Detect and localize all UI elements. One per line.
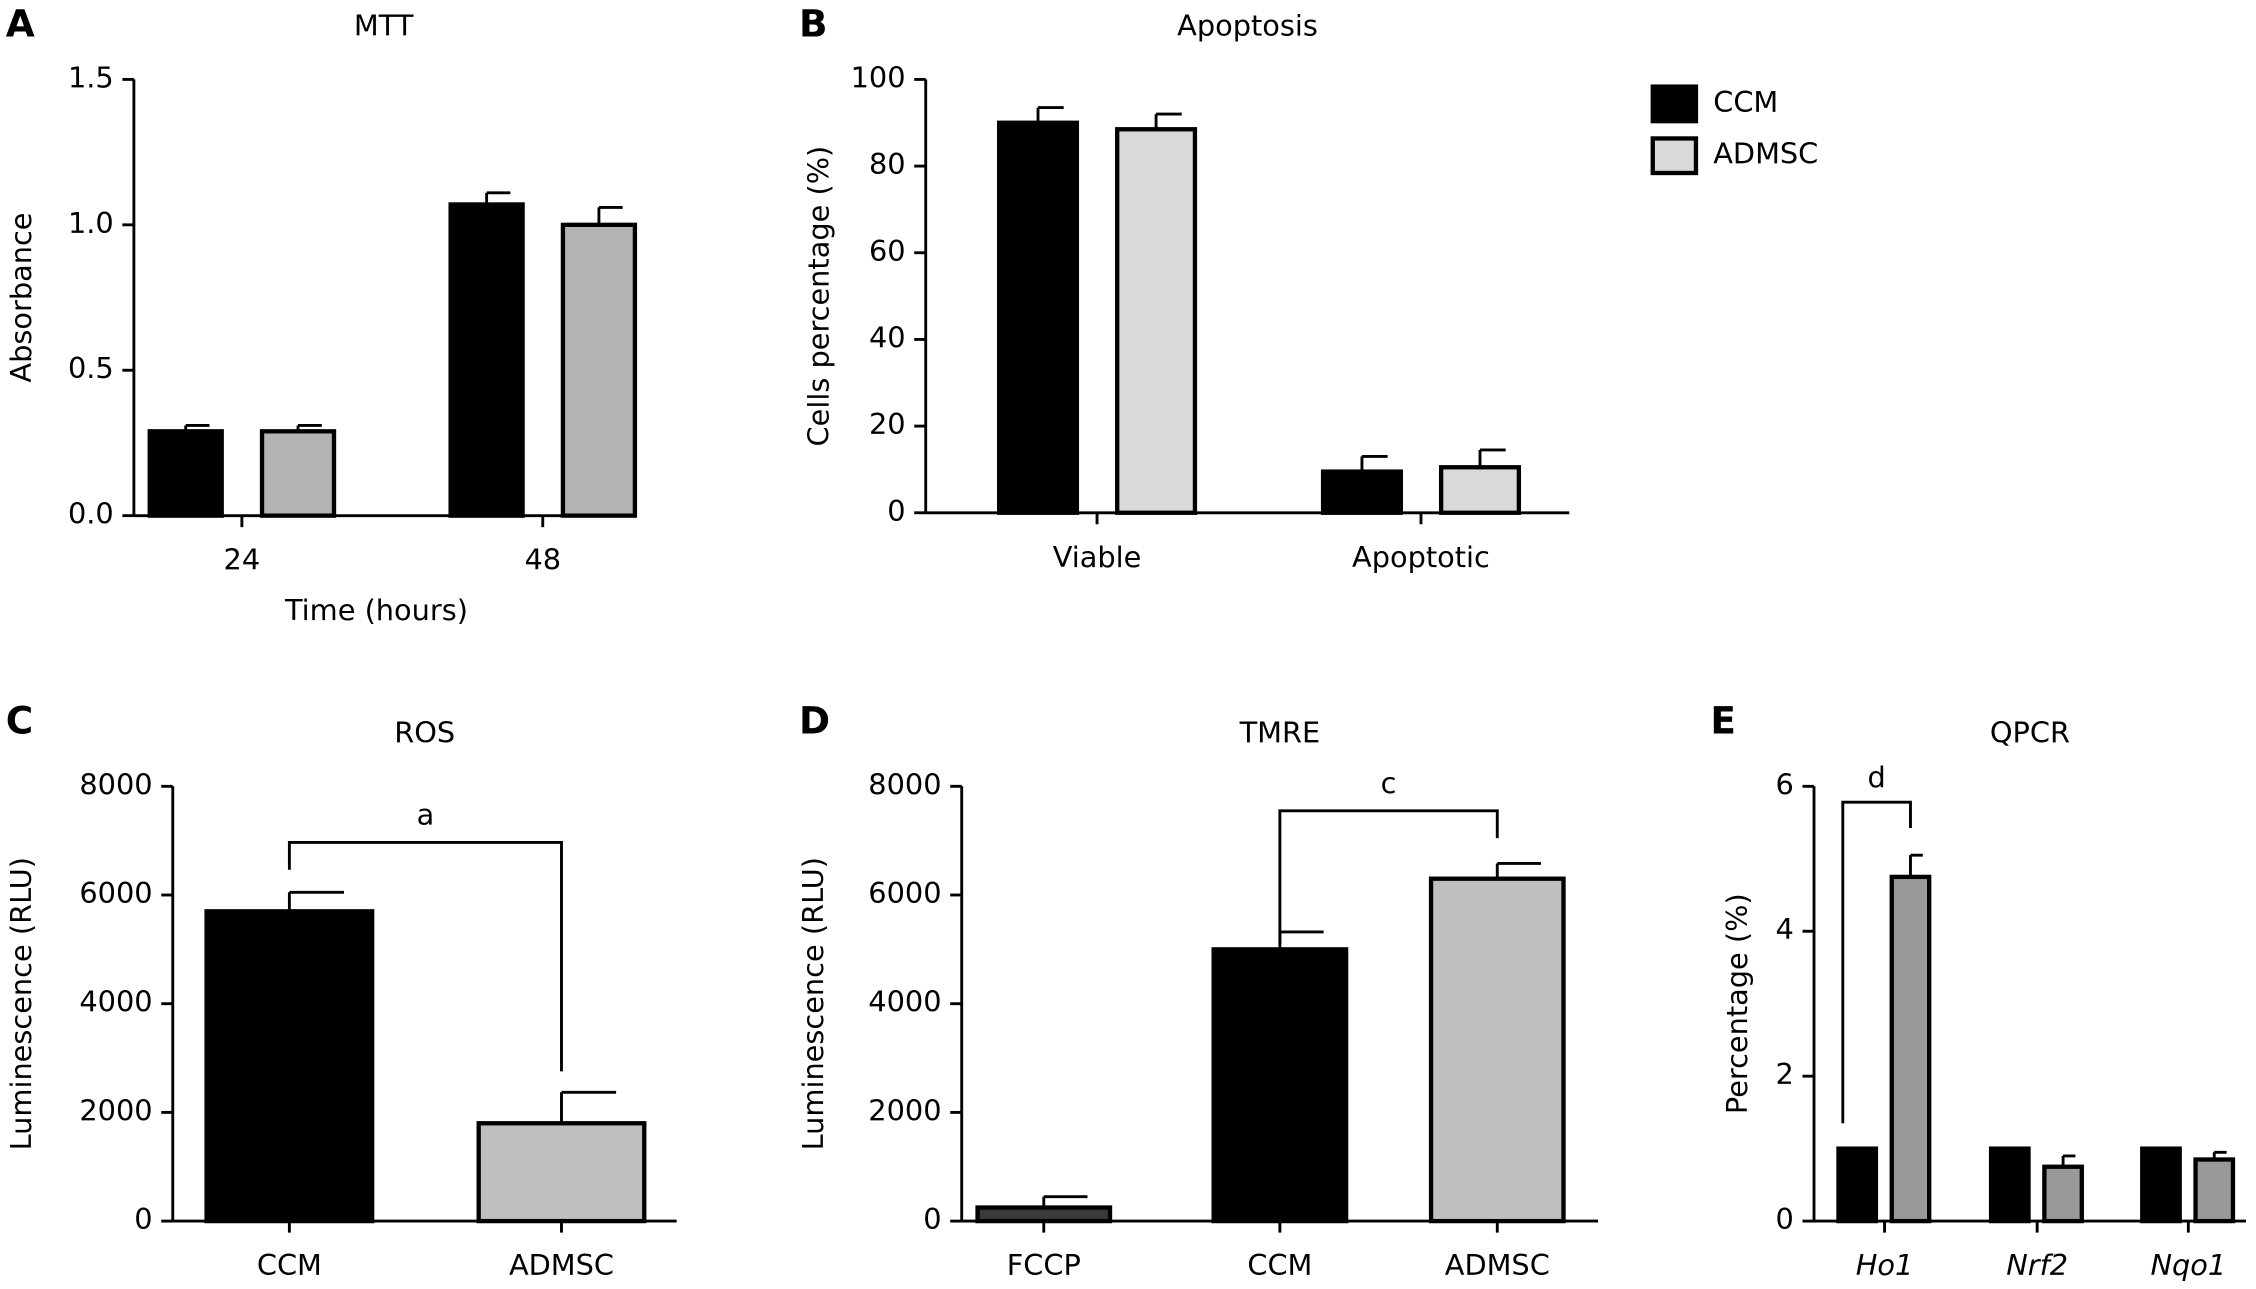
y-tick-label: 60 [869, 234, 906, 268]
error-bar [184, 424, 210, 432]
bar [476, 1121, 647, 1224]
panel-title: QPCR [1990, 715, 2070, 749]
y-tick-label: 0.5 [68, 351, 114, 385]
x-tick-label: 48 [524, 543, 561, 577]
x-tick-label: Viable [1053, 540, 1142, 574]
x-tick-label: FCCP [1007, 1248, 1081, 1282]
error-bar [1909, 853, 1923, 877]
y-tick-label: 2000 [868, 1093, 941, 1127]
bar [259, 429, 337, 518]
y-tick-label: 4000 [868, 985, 941, 1019]
y-tick-label: 4000 [79, 985, 152, 1019]
x-tick-label: Ho1 [1856, 1248, 1914, 1282]
y-axis-label: Absorbance [4, 212, 38, 382]
y-tick-label: 80 [869, 147, 906, 181]
error-bar [1495, 862, 1541, 879]
x-tick-label: Apoptotic [1352, 540, 1490, 574]
y-tick-label: 8000 [79, 767, 152, 801]
y-tick-label: 0 [1776, 1202, 1794, 1236]
bar [1320, 469, 1403, 515]
y-tick-label: 2 [1776, 1057, 1794, 1091]
significance-label: a [417, 798, 435, 832]
bar [2042, 1164, 2084, 1224]
error-bar [296, 424, 322, 432]
panel-title: TMRE [1239, 715, 1321, 749]
bar [448, 202, 525, 518]
legend-label: ADMSC [1713, 137, 1818, 171]
panel-letter: B [799, 2, 828, 46]
error-bar [287, 890, 345, 912]
bar [996, 120, 1080, 515]
panel-letter: A [6, 2, 35, 46]
error-bar [1478, 448, 1506, 468]
error-bar [2061, 1154, 2076, 1167]
y-tick-label: 1.5 [68, 60, 114, 94]
legend-swatch [1650, 84, 1699, 124]
panel-title: MTT [354, 9, 414, 43]
x-axis-label: Time (hours) [284, 593, 468, 627]
error-bar [1360, 454, 1388, 472]
y-tick-label: 6000 [868, 876, 941, 910]
panel-title: Apoptosis [1177, 9, 1318, 43]
y-axis-label: Luminescence (RLU) [4, 857, 38, 1150]
x-tick-label: CCM [1247, 1248, 1312, 1282]
error-bar [597, 205, 623, 225]
significance-bracket [1841, 800, 1912, 1124]
bar [1836, 1146, 1879, 1224]
bar [1211, 947, 1349, 1224]
bar [1115, 127, 1198, 515]
y-axis-label: Luminescence (RLU) [796, 857, 830, 1150]
panel-letter: E [1710, 698, 1736, 742]
legend-swatch [1650, 136, 1699, 176]
y-tick-label: 8000 [868, 767, 941, 801]
bar [1889, 874, 1932, 1224]
legend-label: CCM [1713, 85, 1778, 119]
x-tick-label: ADMSC [1445, 1248, 1550, 1282]
x-tick-label: 24 [224, 543, 261, 577]
y-tick-label: 1.0 [68, 206, 114, 240]
error-bar [485, 191, 511, 205]
x-tick-label: Nqo1 [2150, 1248, 2226, 1282]
significance-label: c [1381, 766, 1397, 800]
x-tick-label: ADMSC [509, 1248, 614, 1282]
bar [1988, 1146, 2031, 1224]
error-bar [1036, 106, 1064, 123]
error-bar [2212, 1150, 2227, 1160]
y-tick-label: 2000 [79, 1093, 152, 1127]
panel-letter: D [799, 698, 830, 742]
bar [2193, 1157, 2236, 1224]
significance-bracket [287, 841, 563, 1072]
bar [204, 909, 375, 1224]
error-bar [560, 1090, 617, 1124]
significance-label: d [1868, 760, 1886, 794]
bar [560, 222, 638, 518]
x-tick-label: Nrf2 [2006, 1248, 2068, 1282]
y-tick-label: 20 [869, 407, 906, 441]
y-tick-label: 4 [1776, 912, 1794, 946]
y-tick-label: 0 [923, 1202, 941, 1236]
y-axis-label: Cells percentage (%) [802, 146, 836, 447]
panel-title: ROS [394, 715, 455, 749]
y-tick-label: 6 [1776, 767, 1794, 801]
error-bar [1154, 112, 1182, 130]
y-tick-label: 0.0 [68, 497, 114, 531]
error-bar [1278, 930, 1324, 950]
error-bar [1042, 1195, 1088, 1208]
y-tick-label: 0 [134, 1202, 152, 1236]
y-tick-label: 40 [869, 320, 906, 354]
y-tick-label: 0 [887, 494, 905, 528]
bar [2140, 1146, 2182, 1224]
y-tick-label: 6000 [79, 876, 152, 910]
bar [1428, 876, 1566, 1224]
bar [1438, 465, 1522, 515]
panel-letter: C [6, 698, 33, 742]
y-tick-label: 100 [851, 60, 906, 94]
significance-bracket [1278, 809, 1499, 944]
bar [975, 1205, 1113, 1224]
x-tick-label: CCM [257, 1248, 322, 1282]
y-axis-label: Percentage (%) [1720, 893, 1754, 1114]
bar [147, 429, 224, 518]
